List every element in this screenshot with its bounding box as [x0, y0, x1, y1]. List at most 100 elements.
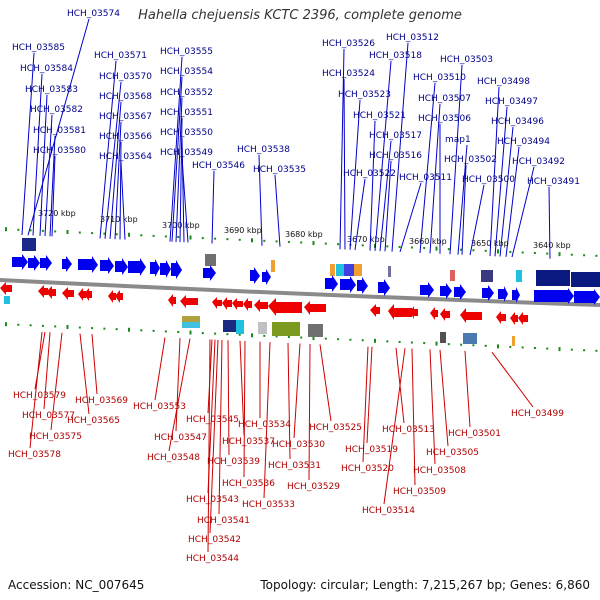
leader-line [489, 86, 500, 257]
leader-line [399, 182, 422, 253]
tick-mark [521, 251, 524, 254]
gene-label-forward: HCH_03549 [160, 148, 213, 158]
gene-arrow-reverse [410, 306, 418, 319]
leader-line [548, 186, 551, 259]
tick-mark [177, 330, 180, 333]
leader-line [171, 76, 183, 242]
gene-label-reverse: HCH_03534 [238, 420, 291, 430]
tick-mark [398, 245, 401, 248]
gene-label-reverse: HCH_03575 [29, 432, 82, 442]
gene-label-reverse: HCH_03499 [511, 409, 564, 419]
leader-line [119, 141, 122, 240]
tick-mark [386, 340, 389, 343]
tick-mark [263, 334, 266, 337]
gene-label-forward: HCH_03492 [512, 157, 565, 167]
gene-label-reverse: HCH_03508 [413, 466, 466, 476]
gene-label-reverse: HCH_03548 [147, 453, 200, 463]
leader-line [44, 114, 53, 237]
tick-mark [287, 335, 290, 338]
tick-mark [447, 343, 450, 346]
feature-box [308, 324, 323, 337]
gene-label-forward: HCH_03568 [99, 92, 152, 102]
tick-mark [337, 338, 340, 341]
leader-line [354, 178, 366, 251]
leader-line [21, 52, 35, 236]
tick-mark [54, 325, 57, 328]
gene-arrow-reverse [370, 304, 380, 317]
gene-arrow-forward [325, 275, 338, 292]
leader-line [218, 339, 223, 515]
leader-line [461, 164, 467, 255]
leader-line [491, 351, 534, 408]
gene-label-reverse: HCH_03579 [13, 391, 66, 401]
tick-mark [66, 324, 69, 329]
tick-mark [558, 252, 561, 257]
tick-mark [312, 241, 315, 246]
gene-label-forward: HCH_03516 [369, 151, 422, 161]
leader-line [469, 184, 485, 256]
gene-arrow-reverse [243, 298, 252, 311]
leader-line [181, 137, 185, 243]
gene-arrow-reverse [38, 285, 48, 298]
gene-arrow-reverse [254, 299, 268, 312]
gene-label-reverse: HCH_03543 [186, 495, 239, 505]
leader-line [39, 94, 48, 236]
tick-mark [201, 237, 204, 240]
tick-mark [238, 333, 241, 336]
gene-label-forward: HCH_03567 [99, 112, 152, 122]
gene-label-reverse: HCH_03544 [186, 554, 239, 564]
tick-mark [152, 329, 155, 332]
tick-mark [275, 335, 278, 338]
leader-line [308, 343, 311, 481]
feature-box [182, 316, 200, 322]
scale-label: 3650 kbp [471, 239, 509, 248]
gene-label-forward: HCH_03570 [99, 72, 152, 82]
feature-box [205, 254, 216, 266]
leader-line [207, 339, 211, 553]
leader-line [366, 346, 373, 444]
feature-box [516, 270, 522, 282]
tick-mark [497, 249, 499, 254]
gene-label-reverse: HCH_03514 [362, 506, 415, 516]
gene-arrow-reverse [62, 287, 74, 300]
tick-mark [189, 235, 192, 240]
gene-label-reverse: HCH_03533 [242, 500, 295, 510]
gene-arrow-reverse [440, 308, 450, 321]
tick-mark [361, 339, 364, 342]
feature-box [272, 322, 300, 336]
leader-line [379, 140, 392, 252]
topology-text: Topology: circular; Length: 7,215,267 bp… [260, 578, 590, 592]
tick-mark [238, 238, 241, 241]
gene-label-reverse: HCH_03513 [382, 425, 435, 435]
tick-mark [91, 327, 94, 330]
gene-label-forward: HCH_03507 [418, 94, 471, 104]
gene-arrow-forward [340, 276, 356, 293]
gene-label-forward: HCH_03510 [413, 73, 466, 83]
leader-line [374, 60, 392, 251]
tick-mark [29, 229, 32, 232]
gene-arrow-forward [454, 284, 466, 300]
tick-mark [546, 347, 549, 350]
leader-line [511, 166, 535, 258]
tick-mark [66, 229, 69, 234]
gene-arrow-forward [357, 277, 368, 294]
leader-line [79, 333, 90, 415]
gene-label-reverse: HCH_03578 [8, 450, 61, 460]
tick-mark [324, 242, 327, 245]
feature-box [450, 270, 455, 281]
tick-mark [177, 235, 180, 238]
gene-label-forward: HCH_03546 [192, 161, 245, 171]
tick-mark [128, 232, 130, 237]
gene-label-forward: HCH_03552 [160, 88, 213, 98]
tick-mark [78, 231, 81, 234]
scale-label: 3670 kbp [347, 235, 385, 244]
tick-mark [324, 337, 327, 340]
tick-mark [509, 345, 512, 348]
tick-mark [497, 344, 499, 349]
feature-box [354, 264, 362, 276]
tick-mark [312, 336, 315, 341]
leader-line [114, 121, 122, 240]
leader-line [287, 342, 291, 460]
scale-label: 3680 kbp [285, 230, 323, 239]
leader-line [154, 337, 166, 401]
